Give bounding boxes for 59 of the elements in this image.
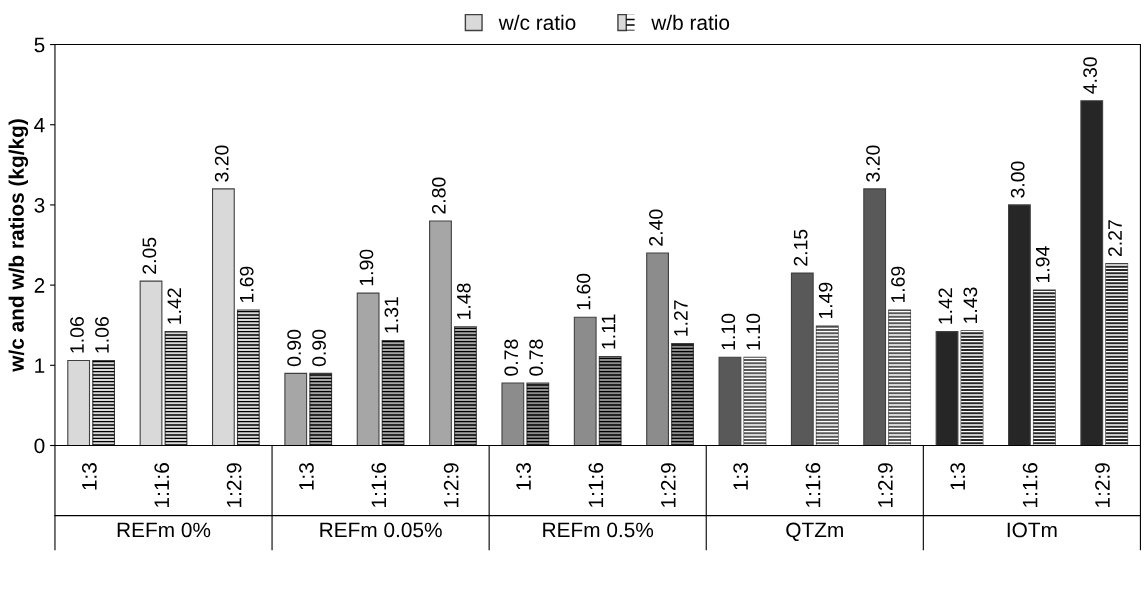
x-tick-label: 1:1:6 xyxy=(154,463,170,507)
y-tick-label: 4 xyxy=(34,117,45,133)
x-tick-label: 1:2:9 xyxy=(226,463,242,507)
data-label: 0.90 xyxy=(287,329,301,367)
legend-label: w/c ratio xyxy=(498,14,576,31)
x-tick-label: 1:3 xyxy=(950,463,966,490)
data-label: 1.10 xyxy=(721,313,736,350)
data-label: 2.80 xyxy=(431,177,446,214)
data-label: 1.49 xyxy=(818,282,833,319)
text: REFm 0% xyxy=(117,522,211,538)
y-tick-label: 5 xyxy=(34,37,45,53)
data-label: 2.27 xyxy=(1108,220,1122,257)
data-label: 0.78 xyxy=(504,339,519,376)
y-tick-label: 3 xyxy=(34,197,45,213)
data-label: 2.15 xyxy=(793,229,808,266)
x-tick-label: 1:3 xyxy=(516,463,531,490)
data-label: 1.27 xyxy=(673,300,688,336)
data-label: 1.06 xyxy=(95,317,109,353)
data-label: 1.69 xyxy=(891,266,905,303)
data-label: 1.11 xyxy=(601,314,616,349)
y-tick-label: 0 xyxy=(34,438,45,454)
data-label: 3.20 xyxy=(866,145,880,182)
data-label: 1.42 xyxy=(167,288,182,324)
y-tick-label: 2 xyxy=(34,278,45,293)
x-tick-label: 1:2:9 xyxy=(443,463,459,507)
text: QTZm xyxy=(786,522,843,542)
data-label: 1.06 xyxy=(70,317,84,353)
text: REFm 0.5% xyxy=(543,522,654,538)
x-tick-label: 1:1:6 xyxy=(371,463,387,507)
data-label: 1.31 xyxy=(384,297,399,333)
data-label: 1.90 xyxy=(359,249,374,286)
y-axis-title: w/c and w/b ratios (kg/kg) xyxy=(8,119,29,372)
data-label: 1.42 xyxy=(938,288,953,324)
x-tick-label: 1:2:9 xyxy=(660,463,676,507)
text: IOTm xyxy=(1007,522,1057,538)
data-label: 1.60 xyxy=(576,273,591,310)
x-tick-label: 1:3 xyxy=(81,463,97,490)
data-label: 1.94 xyxy=(1035,246,1050,283)
x-tick-label: 1:1:6 xyxy=(805,463,821,507)
data-label: 1.69 xyxy=(239,266,254,303)
text: REFm 0.05% xyxy=(320,522,442,538)
legend-label: w/b ratio xyxy=(651,14,730,31)
y-tick-label: 1 xyxy=(35,358,45,373)
data-label: 4.30 xyxy=(1083,57,1097,94)
data-label: 2.05 xyxy=(142,237,157,274)
x-tick-label: 1:3 xyxy=(299,463,314,490)
data-label: 3.00 xyxy=(1010,161,1025,198)
data-label: 0.78 xyxy=(529,339,544,376)
x-tick-label: 1:2:9 xyxy=(1095,463,1110,507)
data-label: 1.43 xyxy=(963,287,978,323)
x-tick-label: 1:1:6 xyxy=(1022,463,1038,507)
data-label: 1.48 xyxy=(456,283,471,319)
data-label: 3.20 xyxy=(214,145,229,182)
data-label: 2.40 xyxy=(649,209,663,246)
x-tick-label: 1:3 xyxy=(733,463,749,490)
data-label: 1.10 xyxy=(746,313,761,350)
x-tick-label: 1:1:6 xyxy=(588,463,604,507)
data-label: 0.90 xyxy=(312,329,326,367)
x-tick-label: 1:2:9 xyxy=(877,463,893,507)
